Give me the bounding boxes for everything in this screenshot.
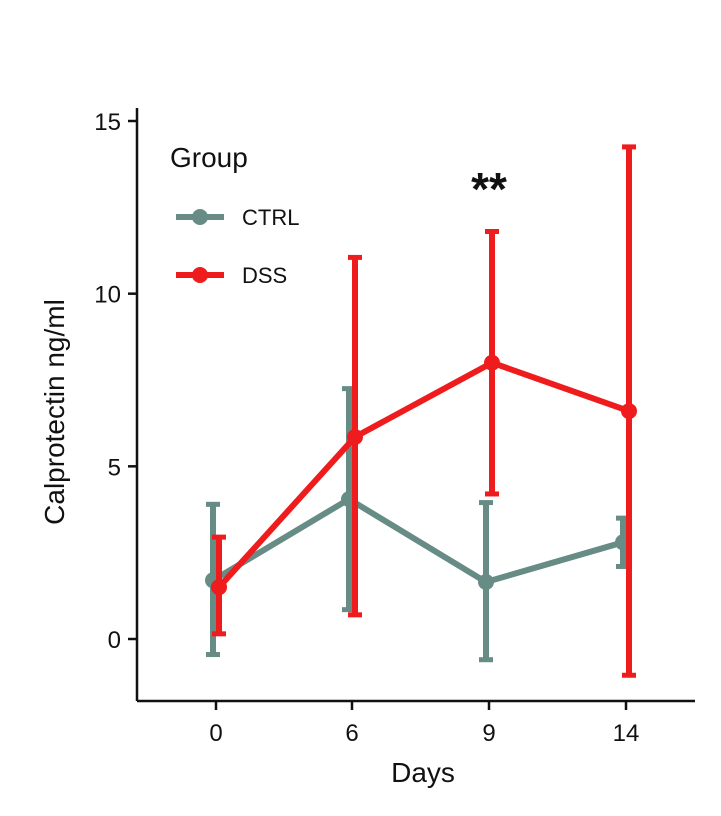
y-tick-label: 5	[108, 454, 121, 481]
legend-label: CTRL	[242, 205, 299, 230]
y-tick-label: 15	[94, 109, 121, 136]
series-dss	[211, 144, 637, 678]
y-tick-label: 10	[94, 282, 121, 309]
x-tick-label: 0	[209, 720, 222, 747]
significance-annotation: **	[471, 163, 507, 215]
y-axis-title: Calprotectin ng/ml	[39, 299, 70, 525]
legend-item-ctrl: CTRL	[176, 205, 299, 230]
legend: Group CTRL DSS	[170, 142, 299, 288]
x-tick-label: 14	[613, 720, 640, 747]
x-tick-label: 6	[345, 720, 358, 747]
series-ctrl	[205, 386, 631, 663]
x-tick-label: 9	[482, 720, 495, 747]
legend-title: Group	[170, 142, 248, 173]
y-ticks: 0 5 10 15	[94, 109, 137, 654]
x-axis-title: Days	[391, 757, 455, 788]
x-ticks: 0 6 9 14	[209, 701, 639, 747]
legend-items: CTRL DSS	[176, 205, 299, 288]
data-point	[211, 579, 227, 596]
axes	[135, 108, 695, 703]
legend-swatch-point	[192, 267, 208, 283]
data-point	[347, 428, 363, 445]
legend-label: DSS	[242, 263, 287, 288]
data-point	[478, 574, 494, 591]
series-layer	[205, 144, 637, 678]
data-point	[621, 403, 637, 420]
legend-swatch-point	[192, 209, 208, 225]
series-line	[216, 359, 630, 590]
data-point	[484, 354, 500, 371]
legend-item-dss: DSS	[176, 263, 287, 288]
y-tick-label: 0	[108, 627, 121, 654]
series-line	[211, 496, 624, 586]
